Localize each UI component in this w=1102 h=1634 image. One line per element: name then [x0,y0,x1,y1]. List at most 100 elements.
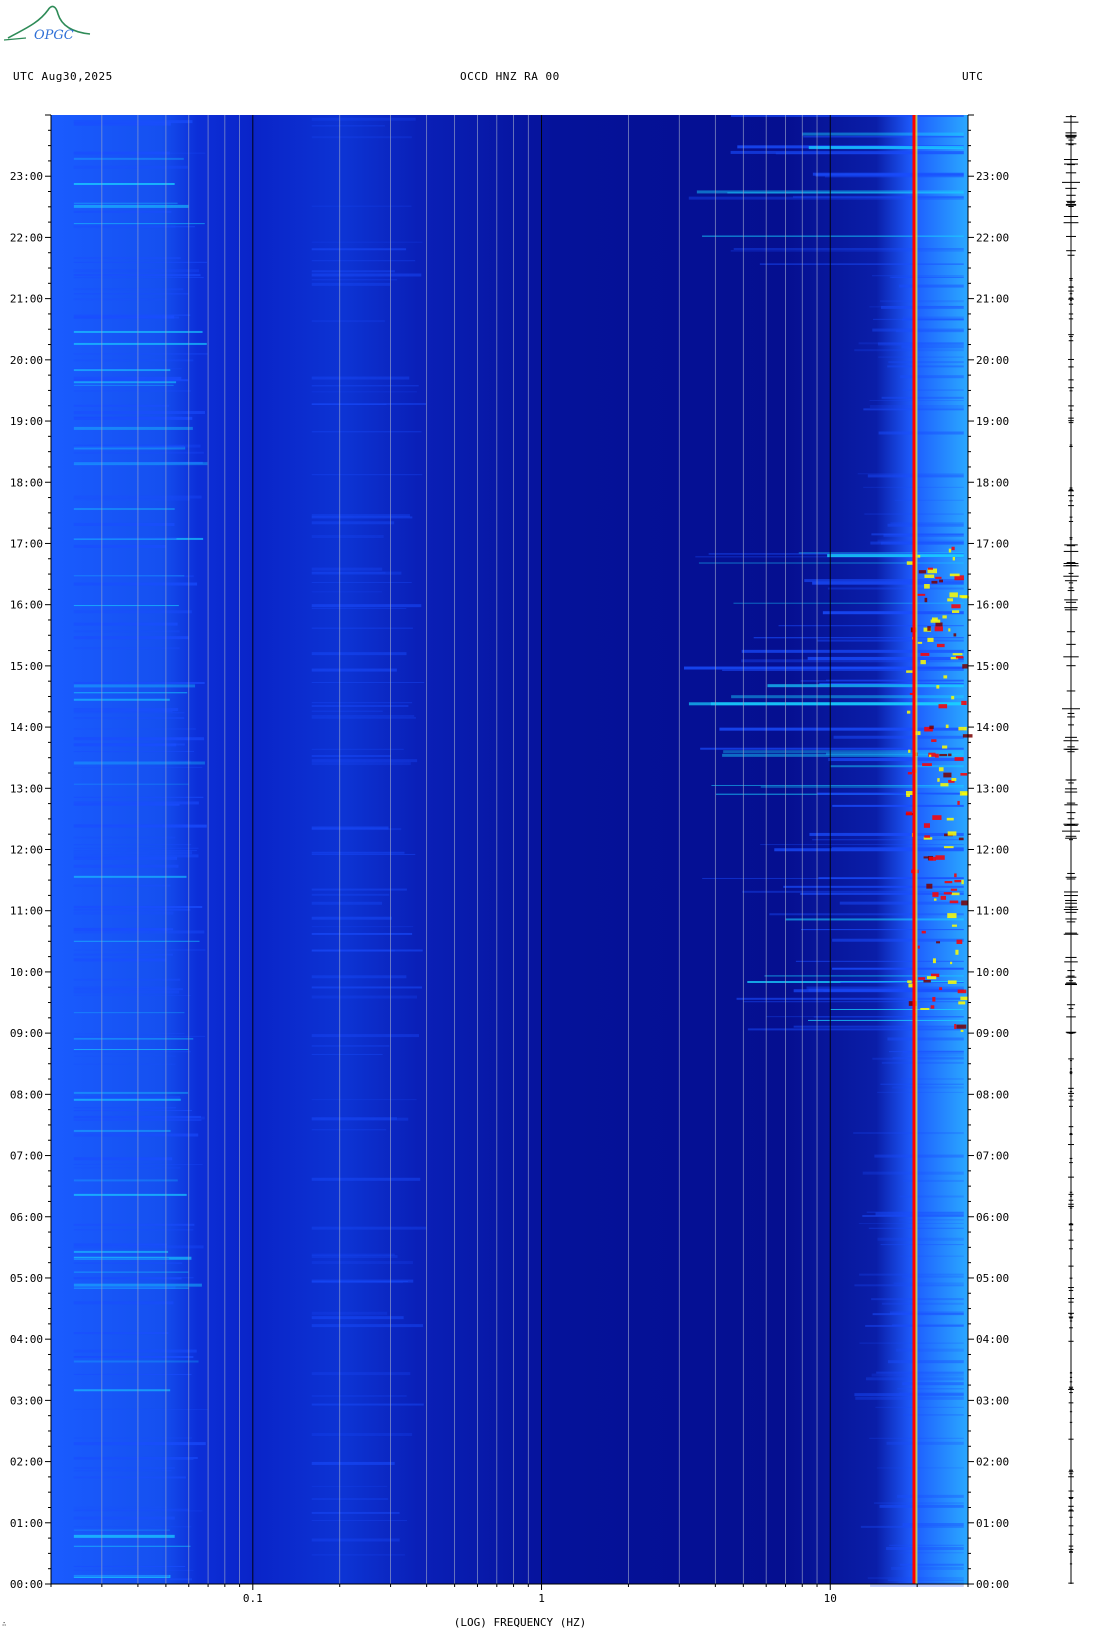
noise-streak [311,591,382,593]
noise-streak [73,1157,173,1161]
noise-streak [73,342,207,345]
noise-streak [73,461,203,464]
noise-streak [73,1456,198,1459]
energy-spot [955,656,964,659]
noise-streak [898,1581,964,1585]
noise-streak [73,1467,175,1470]
noise-streak [73,717,185,720]
noise-streak [311,652,407,656]
energy-spot [928,752,936,757]
noise-streak [903,1179,964,1182]
noise-streak [73,908,191,911]
noise-streak [807,656,964,660]
noise-streak [73,261,207,263]
noise-streak [73,381,177,384]
noise-streak [723,750,964,754]
energy-spot [950,961,953,965]
opgc-logo: OPGC [0,0,100,50]
noise-streak [73,379,188,382]
noise-streak [311,205,412,207]
noise-streak [311,1554,405,1556]
energy-spot [939,987,943,991]
noise-streak [73,1470,172,1472]
energy-spot [949,900,959,904]
y-tick-label-left: 20:00 [10,354,43,367]
noise-streak [806,986,964,990]
noise-streak [311,986,422,989]
noise-streak [311,1520,407,1522]
energy-spot [958,726,967,731]
noise-streak [800,892,964,895]
noise-streak [73,411,206,415]
energy-spot [951,695,955,700]
noise-streak [311,901,383,905]
noise-streak [311,403,427,406]
noise-streak [73,1301,174,1305]
noise-streak [73,884,171,887]
y-tick-label-right: 11:00 [976,905,1009,918]
noise-streak [73,1373,192,1375]
energy-spot [906,791,914,796]
noise-streak [311,1053,383,1055]
noise-streak [311,270,395,273]
energy-spot [930,619,941,623]
noise-streak [311,282,391,286]
noise-streak [73,953,174,956]
noise-streak [854,349,964,352]
energy-spot [932,892,939,897]
noise-streak [311,893,390,896]
noise-streak [73,204,189,208]
noise-streak [774,848,964,852]
x-axis-label: (LOG) FREQUENCY (HZ) [454,1616,586,1629]
noise-streak [902,1050,964,1054]
energy-spot [960,996,969,1001]
noise-streak [73,911,174,915]
y-tick-label-right: 06:00 [976,1211,1009,1224]
energy-spot [943,892,952,895]
seismogram-trace [1062,115,1080,1584]
noise-streak [73,444,201,448]
noise-streak [778,625,964,627]
noise-streak [311,1485,388,1487]
noise-streak [753,637,964,639]
noise-streak [73,157,184,160]
noise-streak [839,901,964,905]
energy-spot [951,924,957,927]
noise-streak [311,888,407,891]
noise-streak [819,682,964,685]
noise-streak [73,1287,189,1289]
noise-streak [311,248,407,251]
y-tick-label-left: 14:00 [10,721,43,734]
energy-spot [940,895,947,900]
noise-streak [311,571,402,575]
noise-streak [73,1223,195,1226]
noise-streak [73,1051,192,1053]
noise-streak [311,715,415,717]
noise-streak [73,1063,176,1065]
noise-streak [311,403,387,405]
noise-streak [73,681,205,684]
energy-spot [921,930,926,934]
noise-streak [73,622,178,626]
noise-streak [708,553,964,555]
noise-streak [73,708,179,712]
noise-streak [73,851,192,855]
noise-streak [883,533,964,537]
noise-streak [830,1008,964,1010]
noise-streak [311,604,422,608]
noise-streak [73,1048,189,1050]
noise-streak [783,885,964,888]
noise-streak [785,918,964,921]
noise-streak [73,743,177,747]
noise-streak [809,832,964,836]
y-tick-label-left: 12:00 [10,844,43,857]
noise-streak [311,926,414,928]
y-tick-label-left: 07:00 [10,1150,43,1163]
noise-streak [311,1498,389,1501]
noise-streak [73,1389,171,1392]
noise-streak [886,1441,964,1445]
energy-spot [935,753,939,758]
noise-streak [73,1356,194,1359]
energy-spot [960,1029,964,1032]
noise-streak [877,1237,964,1241]
